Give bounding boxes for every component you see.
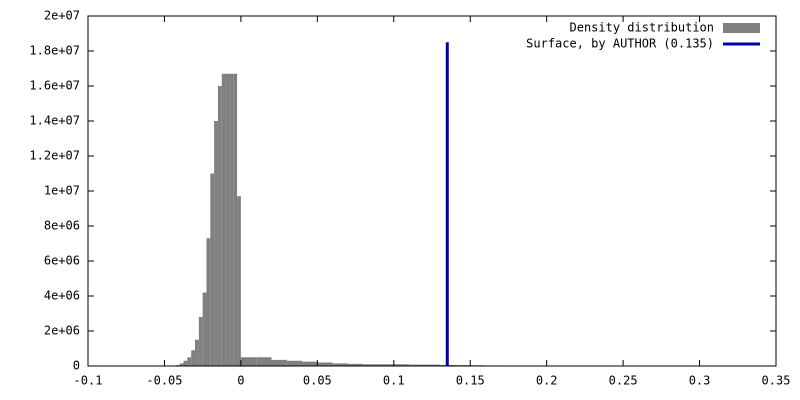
bar bbox=[409, 364, 425, 366]
bar bbox=[317, 362, 333, 366]
y-tick-label: 1.6e+07 bbox=[29, 79, 80, 93]
legend-swatch bbox=[723, 23, 760, 33]
bar bbox=[210, 173, 215, 366]
plot-frame bbox=[87, 15, 777, 367]
y-tick-label: 0 bbox=[73, 359, 80, 373]
x-tick-label: -0.1 bbox=[74, 374, 103, 388]
x-tick-label: 0 bbox=[237, 374, 244, 388]
x-tick-label: 0.1 bbox=[383, 374, 405, 388]
bar bbox=[256, 357, 272, 366]
y-tick-label: 1e+07 bbox=[44, 184, 80, 198]
y-tick-label: 8e+06 bbox=[44, 219, 80, 233]
bar bbox=[240, 357, 257, 366]
x-tick-label: -0.05 bbox=[146, 374, 182, 388]
bar bbox=[195, 339, 199, 366]
y-tick-label: 1.2e+07 bbox=[29, 149, 80, 163]
bar bbox=[191, 350, 196, 366]
y-tick-label: 2e+07 bbox=[44, 9, 80, 23]
bar bbox=[237, 196, 241, 366]
bar bbox=[225, 73, 230, 366]
bar bbox=[179, 363, 184, 366]
x-tick-label: 0.35 bbox=[762, 374, 791, 388]
bar bbox=[332, 363, 348, 366]
bar bbox=[363, 364, 379, 366]
bar bbox=[183, 360, 188, 366]
bar bbox=[229, 73, 234, 366]
bar bbox=[206, 238, 211, 366]
bar bbox=[202, 292, 207, 366]
bar bbox=[233, 73, 238, 366]
y-tick-label: 2e+06 bbox=[44, 324, 80, 338]
bar bbox=[393, 364, 410, 366]
x-tick-label: 0.15 bbox=[456, 374, 485, 388]
bar bbox=[302, 361, 318, 366]
bar bbox=[347, 363, 364, 366]
bar bbox=[221, 73, 226, 366]
x-tick-label: 0.3 bbox=[689, 374, 711, 388]
legend-label: Density distribution bbox=[570, 21, 715, 35]
y-tick-label: 1.8e+07 bbox=[29, 44, 80, 58]
bar bbox=[187, 357, 192, 366]
bar bbox=[198, 317, 203, 366]
legend-label: Surface, by AUTHOR (0.135) bbox=[526, 37, 714, 51]
bar bbox=[271, 359, 287, 366]
bar bbox=[286, 360, 303, 366]
x-tick-label: 0.25 bbox=[609, 374, 638, 388]
bar bbox=[214, 121, 218, 366]
y-tick-label: 4e+06 bbox=[44, 289, 80, 303]
y-tick-label: 1.4e+07 bbox=[29, 114, 80, 128]
y-tick-label: 6e+06 bbox=[44, 254, 80, 268]
bar bbox=[424, 364, 440, 366]
bar bbox=[217, 86, 222, 366]
bar bbox=[378, 364, 394, 366]
x-tick-label: 0.05 bbox=[303, 374, 332, 388]
x-tick-label: 0.2 bbox=[536, 374, 558, 388]
